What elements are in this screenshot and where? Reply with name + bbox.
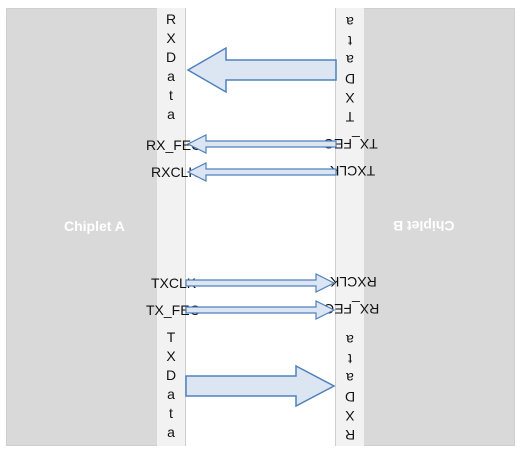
vertical-letter: D (165, 49, 177, 65)
a-txclk-label: TXCLK (151, 275, 197, 291)
chiplet-a-label: Chiplet A (64, 218, 125, 234)
vertical-letter: a (167, 68, 175, 84)
rxdata-arrow (186, 46, 337, 94)
vertical-letter: X (166, 30, 176, 46)
a-rxclk-label: RXCLK (151, 164, 198, 180)
txclk-arrow (185, 273, 336, 293)
vertical-letter: X (166, 348, 176, 364)
vertical-letter: a (167, 424, 175, 440)
vertical-letter: D (165, 367, 177, 383)
vertical-letter: a (167, 106, 175, 122)
vertical-letter: R (165, 11, 177, 27)
vertical-letter: t (169, 405, 173, 421)
vertical-letter: t (169, 87, 173, 103)
chiplet-a-signal-column (157, 8, 185, 446)
chiplet-a-block (6, 8, 186, 446)
vertical-letter: T (166, 329, 176, 345)
chiplet-b-block (335, 8, 515, 446)
txdata-arrow (185, 364, 336, 408)
chiplet-b-signal-column (336, 8, 364, 446)
a-tx-fec-label: TX_FEC (146, 302, 200, 318)
a-rx-fec-label: RX_FEC (146, 137, 202, 153)
tx-fec-arrow (185, 300, 336, 320)
vertical-letter: a (167, 386, 175, 402)
rxclk-arrow (186, 162, 337, 182)
rx-fec-arrow (186, 134, 337, 154)
